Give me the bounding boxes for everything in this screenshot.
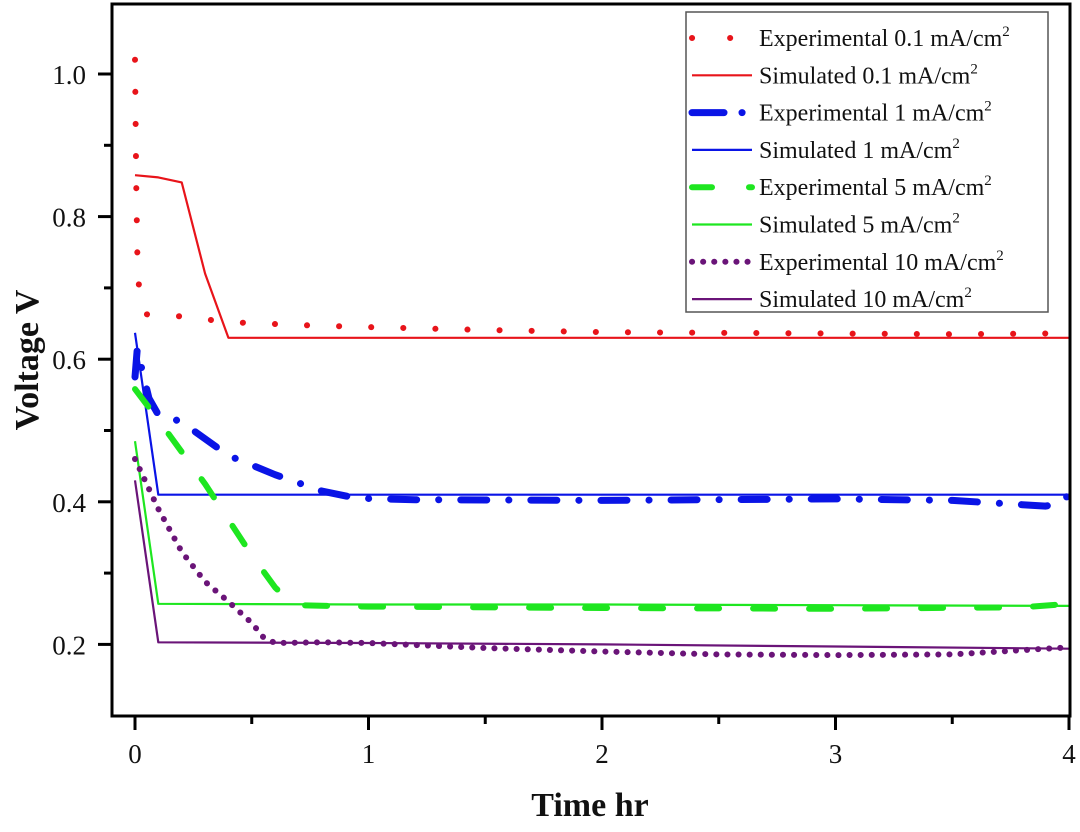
legend-label-simulated-10-ma-cm2: Simulated 10 mA/cm2 <box>759 285 972 313</box>
series-line-experimental-1-ma-cm2 <box>131 345 1069 510</box>
legend-label-simulated-0-1-ma-cm2: Simulated 0.1 mA/cm2 <box>759 61 978 89</box>
legend-label-experimental-0-1-ma-cm2: Experimental 0.1 mA/cm2 <box>759 24 1010 52</box>
series-line-experimental-0-1-ma-cm2 <box>132 56 1069 338</box>
y-tick-label: 0.4 <box>52 488 86 518</box>
x-tick-label: 2 <box>595 739 609 769</box>
series-line-simulated-1-ma-cm2 <box>133 332 1069 496</box>
series-line-experimental-10-ma-cm2 <box>132 456 1069 659</box>
legend-label-experimental-5-ma-cm2: Experimental 5 mA/cm2 <box>759 173 992 201</box>
y-tick-label: 0.8 <box>52 203 86 233</box>
legend: Experimental 0.1 mA/cm2 Simulated 0.1 mA/… <box>685 11 1049 313</box>
series-line-simulated-5-ma-cm2 <box>133 441 1069 608</box>
x-axis-title: Time hr <box>531 787 648 824</box>
x-tick-label: 4 <box>1062 739 1076 769</box>
series-layer <box>131 56 1069 659</box>
y-tick-label: 0.6 <box>52 345 86 375</box>
legend-label-experimental-1-ma-cm2: Experimental 1 mA/cm2 <box>759 99 992 127</box>
legend-label-simulated-5-ma-cm2: Simulated 5 mA/cm2 <box>759 211 960 239</box>
x-tick-label: 0 <box>128 739 142 769</box>
series-line-simulated-0-1-ma-cm2 <box>134 174 1069 339</box>
x-tick-label: 3 <box>829 739 843 769</box>
series-line-experimental-5-ma-cm2 <box>132 386 1069 612</box>
axis-ticks: 0 1 2 3 4 0.2 0.4 0.6 0.8 1.0 <box>52 60 1076 769</box>
y-tick-label: 0.2 <box>52 630 86 660</box>
y-axis-title: Voltage V <box>9 289 46 430</box>
x-tick-label: 1 <box>362 739 376 769</box>
legend-label-simulated-1-ma-cm2: Simulated 1 mA/cm2 <box>759 136 960 164</box>
series-line-simulated-10-ma-cm2 <box>133 480 1069 650</box>
y-tick-label: 1.0 <box>52 60 86 90</box>
legend-label-experimental-10-ma-cm2: Experimental 10 mA/cm2 <box>759 248 1004 276</box>
